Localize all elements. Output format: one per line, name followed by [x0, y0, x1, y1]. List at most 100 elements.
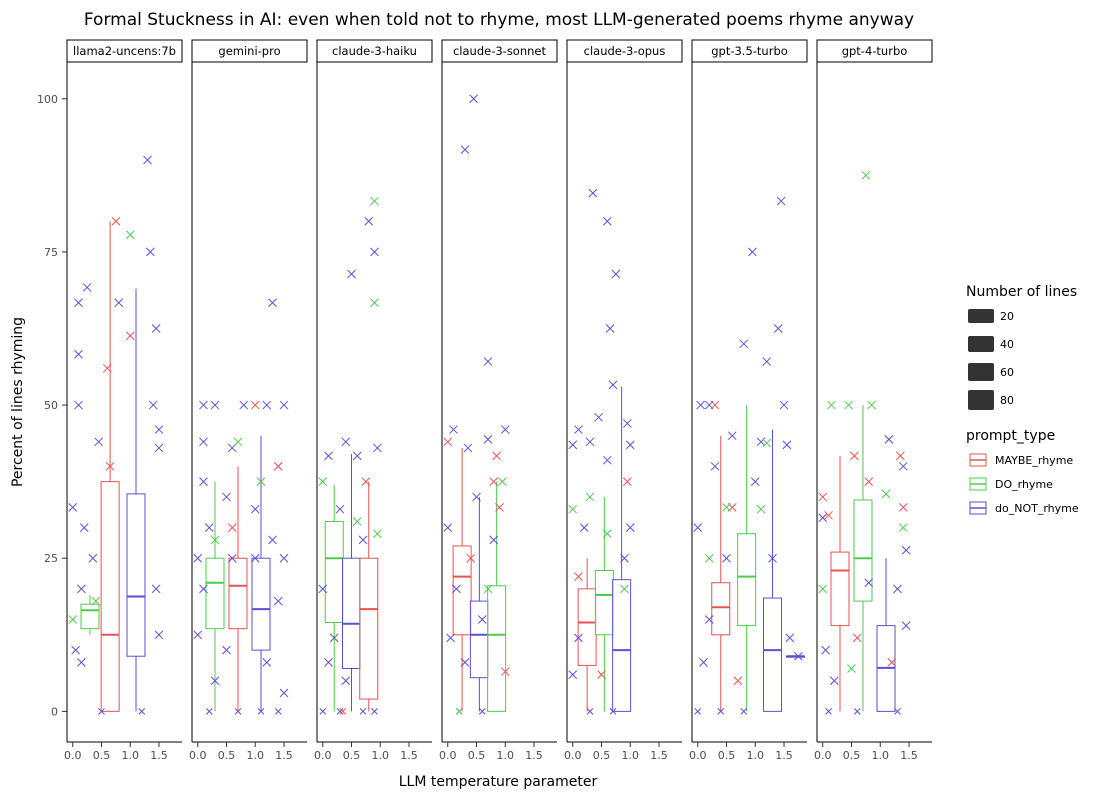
- box-iqr: [228, 557, 248, 630]
- data-point: [717, 708, 725, 715]
- data-point: [722, 503, 731, 512]
- data-point: [623, 419, 632, 428]
- facet-panel: gpt-4-turbo 0.0 0.5 1.0 1.5: [814, 39, 933, 762]
- data-point: [693, 523, 703, 532]
- data-point: [727, 431, 737, 441]
- point-stroke: [898, 503, 908, 512]
- point-stroke: [489, 535, 499, 545]
- point-stroke: [460, 145, 470, 154]
- data-point: [568, 670, 578, 679]
- data-point: [273, 461, 283, 471]
- data-point: [901, 545, 911, 555]
- data-point: [154, 630, 164, 640]
- x-tick-label: 1.5: [900, 749, 918, 762]
- x-tick-label: 1.0: [372, 749, 390, 762]
- point-stroke: [722, 553, 731, 563]
- data-point: [268, 535, 277, 545]
- data-point: [867, 400, 876, 410]
- point-stroke: [151, 584, 161, 594]
- point-stroke: [740, 708, 748, 715]
- point-stroke: [884, 435, 894, 444]
- point-stroke: [827, 400, 836, 410]
- legend-size-label: 40: [1000, 338, 1014, 351]
- data-point: [625, 523, 635, 532]
- boxplot: [228, 466, 248, 712]
- data-point: [829, 676, 839, 686]
- point-stroke: [146, 247, 155, 257]
- data-point: [222, 492, 231, 502]
- point-stroke: [371, 708, 378, 715]
- data-point: [94, 437, 103, 447]
- data-point: [452, 584, 461, 594]
- x-tick-label: 0.5: [718, 749, 736, 762]
- x-tick-label: 1.5: [150, 749, 168, 762]
- boxplot: [251, 435, 271, 712]
- x-tick-label: 0.5: [843, 749, 861, 762]
- point-stroke: [335, 504, 345, 514]
- data-point: [74, 349, 83, 359]
- point-stroke: [279, 400, 289, 410]
- data-point: [756, 504, 766, 514]
- data-point: [901, 621, 911, 630]
- data-point: [460, 145, 470, 154]
- facets: llama2-uncens:7b 0.0 0.5 1.0 1.5 gemini-pro 0.…: [64, 39, 933, 762]
- data-point: [864, 477, 874, 486]
- data-point: [898, 503, 908, 512]
- data-point: [336, 708, 344, 715]
- point-stroke: [694, 708, 702, 715]
- boxplot: [324, 484, 344, 712]
- boxplot: [452, 447, 472, 712]
- data-point: [477, 615, 487, 624]
- legend-color-label: DO_rhyme: [995, 478, 1053, 491]
- box-iqr: [830, 551, 850, 627]
- data-point: [748, 247, 757, 257]
- x-tick-label: 1.0: [247, 749, 265, 762]
- facet-strip: [441, 39, 558, 63]
- data-point: [861, 170, 871, 180]
- point-stroke: [568, 504, 578, 514]
- data-point: [773, 324, 783, 333]
- point-stroke: [154, 443, 164, 453]
- box-iqr: [251, 557, 271, 651]
- data-point: [864, 578, 874, 588]
- facet-strip: [316, 39, 433, 63]
- data-point: [446, 633, 455, 643]
- point-stroke: [250, 553, 260, 563]
- data-point: [884, 435, 894, 444]
- point-stroke: [492, 451, 501, 461]
- point-stroke: [717, 708, 725, 715]
- point-stroke: [785, 633, 795, 643]
- data-point: [370, 247, 379, 257]
- data-point: [146, 247, 155, 257]
- point-stroke: [148, 400, 158, 410]
- x-tick-label: 1.5: [775, 749, 793, 762]
- point-stroke: [756, 437, 766, 447]
- boxplot: [594, 496, 614, 712]
- facet-strip-label: llama2-uncens:7b: [73, 44, 176, 58]
- data-point: [77, 658, 86, 667]
- facet-panel: claude-3-haiku 0.0 0.5 1.0 1.5: [314, 39, 433, 762]
- x-tick-label: 0.5: [93, 749, 111, 762]
- x-tick-label: 0.5: [593, 749, 611, 762]
- data-point: [844, 400, 853, 410]
- data-point: [602, 529, 612, 539]
- box-iqr: [763, 597, 782, 712]
- data-point: [894, 708, 901, 715]
- point-stroke: [222, 645, 231, 655]
- data-point: [881, 489, 891, 499]
- data-point: [597, 670, 606, 679]
- point-stroke: [623, 419, 632, 428]
- facet-strip-label: claude-3-sonnet: [453, 44, 547, 58]
- data-point: [279, 400, 289, 410]
- data-point: [227, 523, 237, 532]
- point-stroke: [234, 708, 242, 715]
- data-point: [125, 230, 135, 240]
- point-stroke: [498, 477, 507, 486]
- point-stroke: [143, 155, 152, 165]
- x-tick-label: 1.5: [275, 749, 293, 762]
- point-stroke: [611, 269, 621, 279]
- data-point: [704, 615, 714, 624]
- data-point: [500, 667, 510, 676]
- data-point: [768, 553, 777, 563]
- legend-color-item: MAYBE_rhyme: [969, 453, 1073, 467]
